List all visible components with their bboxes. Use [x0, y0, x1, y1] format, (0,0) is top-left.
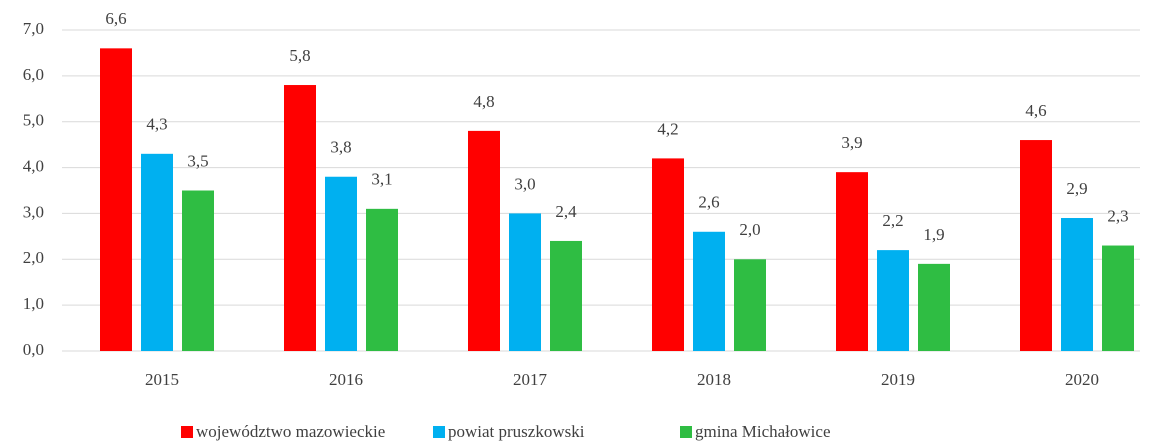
- data-label: 6,6: [105, 9, 126, 28]
- y-tick-label: 3,0: [23, 202, 44, 221]
- data-label: 2,6: [698, 193, 719, 212]
- data-label: 5,8: [289, 46, 310, 65]
- data-label: 2,2: [882, 211, 903, 230]
- data-label: 3,1: [371, 170, 392, 189]
- y-tick-label: 2,0: [23, 248, 44, 267]
- bar: [468, 130, 500, 351]
- data-label: 2,9: [1066, 179, 1087, 198]
- bar: [509, 213, 541, 351]
- legend-label: województwo mazowieckie: [196, 422, 385, 441]
- data-label: 4,2: [657, 119, 678, 138]
- data-label: 3,8: [330, 138, 351, 157]
- bar: [918, 263, 950, 351]
- data-label: 4,8: [473, 92, 494, 111]
- data-label: 1,9: [923, 225, 944, 244]
- data-label: 3,5: [187, 151, 208, 170]
- bar: [734, 259, 766, 351]
- bar: [1061, 218, 1093, 351]
- legend-swatch: [433, 426, 445, 438]
- data-label: 3,9: [841, 133, 862, 152]
- legend-label: gmina Michałowice: [695, 422, 831, 441]
- legend-swatch: [680, 426, 692, 438]
- legend-label: powiat pruszkowski: [448, 422, 585, 441]
- y-tick-label: 7,0: [23, 19, 44, 38]
- bar: [1020, 140, 1052, 351]
- data-label: 2,3: [1107, 206, 1128, 225]
- data-label: 4,6: [1025, 101, 1046, 120]
- x-tick-label: 2016: [329, 370, 363, 389]
- bar: [284, 85, 316, 352]
- bar: [141, 153, 173, 351]
- x-tick-label: 2018: [697, 370, 731, 389]
- bar: [1102, 245, 1134, 351]
- y-tick-label: 1,0: [23, 294, 44, 313]
- legend-swatch: [181, 426, 193, 438]
- data-label: 2,4: [555, 202, 577, 221]
- bar: [693, 231, 725, 351]
- x-tick-label: 2015: [145, 370, 179, 389]
- bar: [100, 48, 132, 351]
- bar: [182, 190, 214, 351]
- data-label: 2,0: [739, 220, 760, 239]
- x-tick-label: 2020: [1065, 370, 1099, 389]
- bar: [550, 240, 582, 351]
- bar: [836, 172, 868, 351]
- bar: [877, 250, 909, 351]
- bar: [325, 176, 357, 351]
- x-tick-label: 2019: [881, 370, 915, 389]
- y-tick-label: 6,0: [23, 65, 44, 84]
- bar: [366, 208, 398, 351]
- y-tick-label: 4,0: [23, 156, 44, 175]
- data-label: 3,0: [514, 174, 535, 193]
- y-tick-label: 5,0: [23, 111, 44, 130]
- x-tick-label: 2017: [513, 370, 548, 389]
- y-tick-label: 0,0: [23, 340, 44, 359]
- data-label: 4,3: [146, 115, 167, 134]
- bar: [652, 158, 684, 351]
